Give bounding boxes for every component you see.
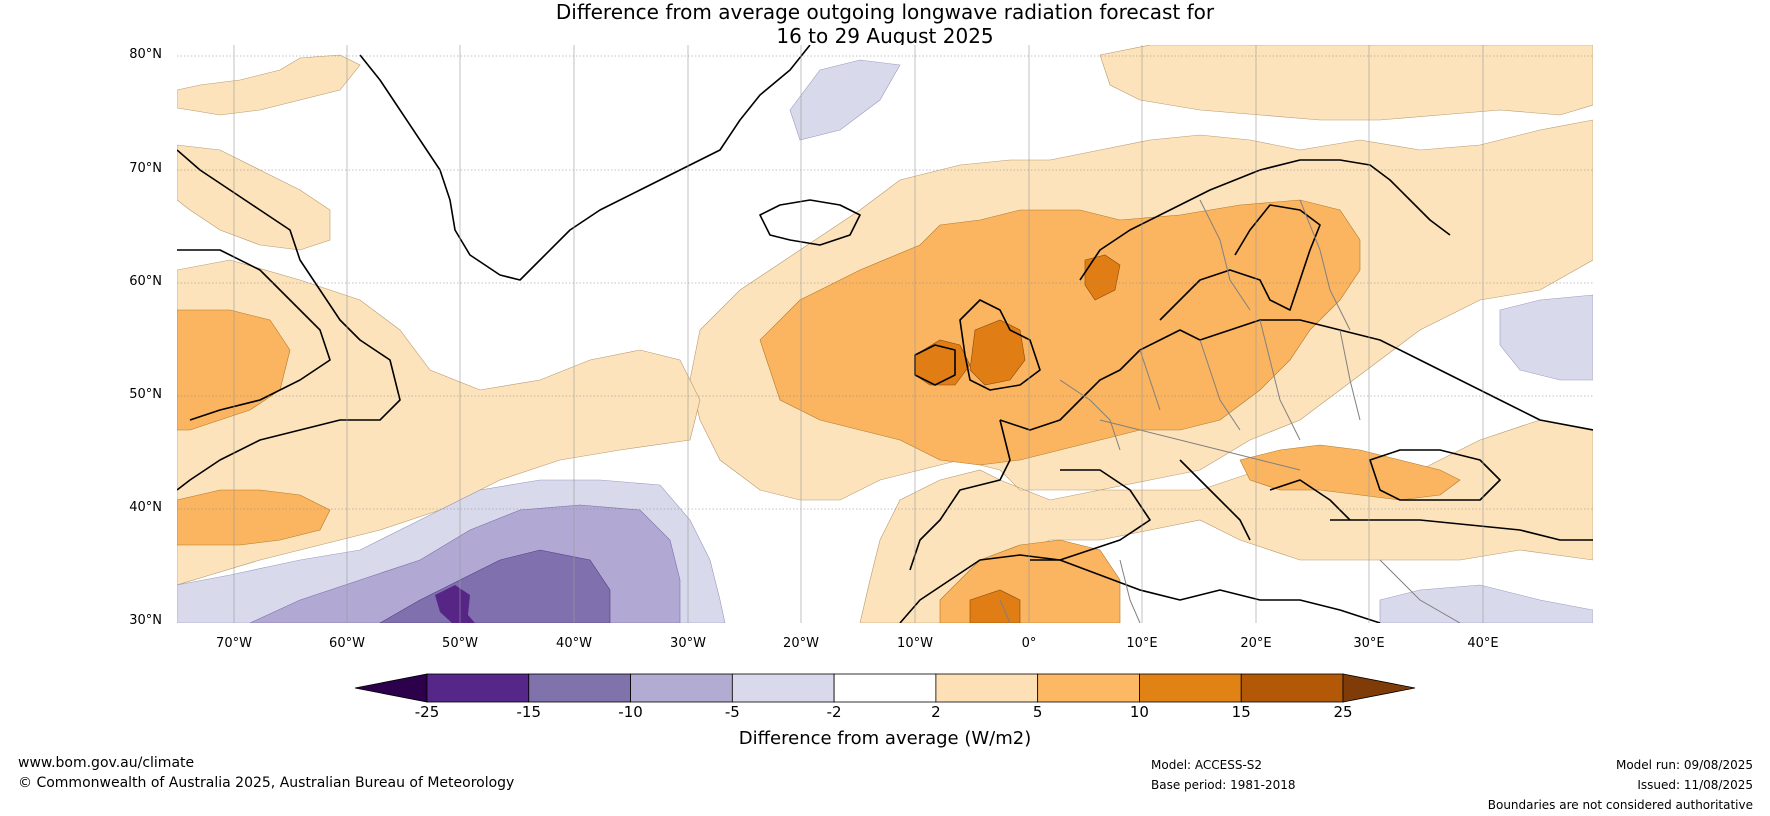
lat-label-50n: 50°N	[129, 387, 162, 402]
colorbar-label: Difference from average (W/m2)	[738, 728, 1032, 749]
graticule	[177, 55, 1593, 510]
colorbar-tick-label: 5	[1032, 703, 1043, 721]
lon-label-20e: 20°E	[1240, 636, 1272, 651]
footer-model-run: Model run: 09/08/2025	[1615, 758, 1753, 772]
colorbar-tick-label: 2	[931, 703, 941, 721]
colorbar-segment	[1037, 673, 1140, 703]
colorbar-segment	[833, 673, 937, 703]
footer-url[interactable]: www.bom.gov.au/climate	[18, 755, 195, 771]
lat-label-80n: 80°N	[129, 47, 162, 62]
lon-label-40w: 40°W	[556, 636, 592, 651]
colorbar-tick-label: -25	[414, 703, 440, 721]
country-borders	[999, 199, 1461, 623]
colorbar-arrow-high	[1342, 673, 1416, 703]
lat-label-60n: 60°N	[129, 274, 162, 289]
footer-model: Model: ACCESS-S2	[1151, 758, 1263, 772]
colorbar-segment	[426, 673, 530, 703]
colorbar-arrow-low	[354, 673, 428, 703]
lon-label-60w: 60°W	[329, 636, 365, 651]
colorbar-tick-label: -15	[516, 703, 542, 721]
lon-label-30w: 30°W	[670, 636, 706, 651]
lon-label-10w: 10°W	[897, 636, 933, 651]
colorbar-tick-label: 15	[1231, 703, 1251, 721]
footer-issued: Issued: 11/08/2025	[1637, 778, 1753, 792]
lon-label-40e: 40°E	[1467, 636, 1499, 651]
title-line-1: Difference from average outgoing longwav…	[555, 0, 1215, 24]
title-line-2: 16 to 29 August 2025	[776, 24, 994, 48]
colorbar	[354, 673, 1416, 703]
footer-disclaimer: Boundaries are not considered authoritat…	[1487, 798, 1753, 812]
colorbar-tick-label: 25	[1333, 703, 1353, 721]
colorbar-tick-label: 10	[1129, 703, 1149, 721]
lon-label-10e: 10°E	[1126, 636, 1158, 651]
lon-label-0: 0°	[1021, 636, 1037, 651]
colorbar-tick-label: -5	[724, 703, 740, 721]
anomaly-neg-15-25-regions	[435, 585, 475, 623]
anomaly-neg-10-15-regions	[379, 549, 611, 623]
olr-anomaly-map	[177, 45, 1593, 623]
lon-label-70w: 70°W	[216, 636, 252, 651]
lon-label-20w: 20°W	[783, 636, 819, 651]
colorbar-segment	[935, 673, 1039, 703]
colorbar-segment	[1240, 673, 1344, 703]
lat-label-30n: 30°N	[129, 613, 162, 628]
chart-title: Difference from average outgoing longwav…	[0, 0, 1770, 48]
coastlines	[177, 45, 1593, 623]
colorbar-segment	[1139, 673, 1242, 703]
colorbar-segment	[630, 673, 733, 703]
lon-label-30e: 30°E	[1353, 636, 1385, 651]
colorbar-segment	[731, 673, 835, 703]
colorbar-segment	[528, 673, 631, 703]
lat-label-70n: 70°N	[129, 161, 162, 176]
colorbar-tick-label: -2	[826, 703, 842, 721]
footer-base-period: Base period: 1981-2018	[1151, 778, 1296, 792]
colorbar-tick-label: -10	[618, 703, 643, 721]
footer-copyright: © Commonwealth of Australia 2025, Austra…	[18, 775, 515, 791]
lon-label-50w: 50°W	[442, 636, 478, 651]
meridians	[233, 45, 1484, 623]
anomaly-10-15-regions	[914, 254, 1121, 623]
lat-label-40n: 40°N	[129, 500, 162, 515]
